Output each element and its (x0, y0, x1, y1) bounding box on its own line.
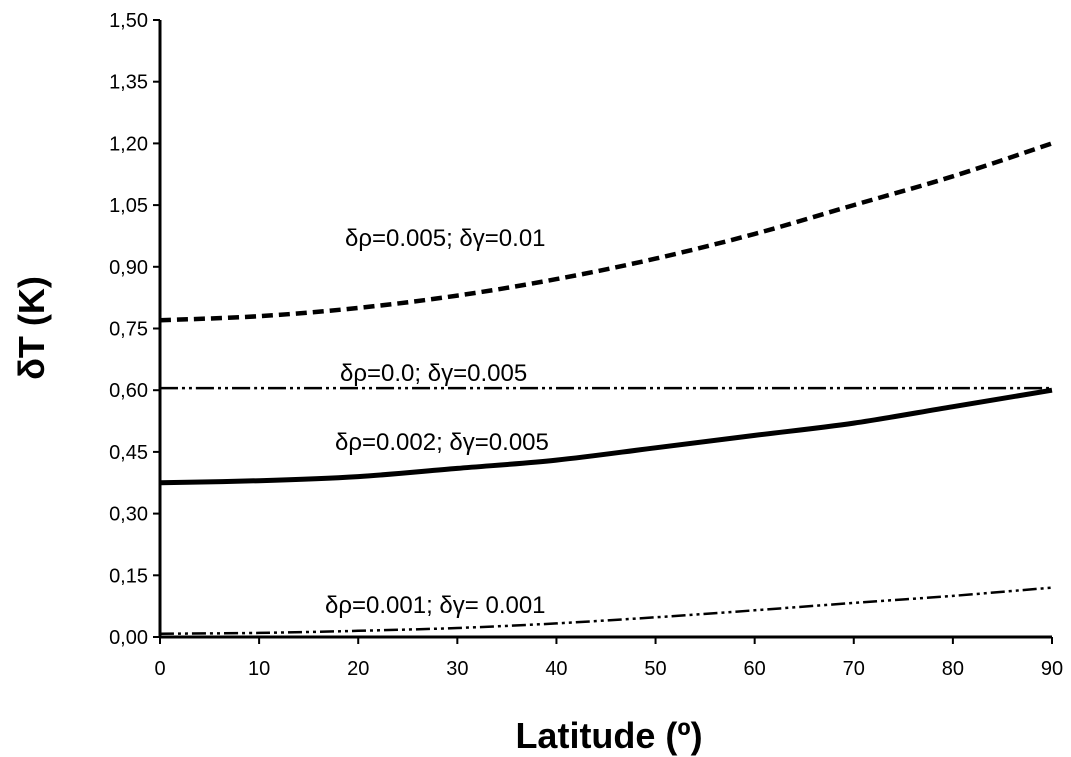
y-tick-label: 0,75 (109, 319, 148, 341)
series-layer (159, 141, 1053, 635)
x-axis-ticks: 0 10 20 30 40 50 60 70 80 90 (154, 637, 1063, 680)
y-axis-title: δT (K) (11, 276, 52, 380)
plot-area (158, 20, 1052, 639)
y-tick-label: 1,35 (109, 72, 148, 94)
series-label: δρ=0.002; δγ=0.005 (335, 429, 549, 456)
x-tick-label: 20 (347, 658, 369, 680)
series-labels: δρ=0.005; δγ=0.01 δρ=0.0; δγ=0.005 δρ=0.00… (325, 225, 549, 619)
series-label: δρ=0.0; δγ=0.005 (340, 360, 527, 387)
y-tick-label: 0,60 (109, 380, 148, 402)
y-tick-label: 0,45 (109, 442, 148, 464)
x-tick-label: 80 (942, 658, 964, 680)
x-tick-label: 40 (545, 658, 567, 680)
x-tick-label: 70 (843, 658, 865, 680)
x-tick-label: 30 (446, 658, 468, 680)
y-tick-label: 1,50 (109, 10, 148, 32)
series-label: δρ=0.001; δγ= 0.001 (325, 592, 546, 619)
series-line-dashed (159, 141, 1053, 323)
y-axis-ticks: 0,00 0,15 0,30 0,45 0,60 0,75 0,90 1,05 1,20 1,35… (109, 10, 160, 649)
y-tick-label: 0,15 (109, 565, 148, 587)
x-axis-title: Latitude (º) (515, 715, 702, 756)
series-label: δρ=0.005; δγ=0.01 (345, 225, 546, 252)
y-tick-label: 1,20 (109, 133, 148, 155)
x-tick-label: 10 (248, 658, 270, 680)
y-tick-label: 1,05 (109, 195, 148, 217)
y-tick-label: 0,30 (109, 504, 148, 526)
x-tick-label: 0 (154, 658, 165, 680)
x-tick-label: 50 (644, 658, 666, 680)
series-line-low (159, 586, 1053, 635)
x-tick-label: 90 (1041, 658, 1063, 680)
x-tick-label: 60 (744, 658, 766, 680)
y-tick-label: 0,00 (109, 627, 148, 649)
series-line-solid (159, 387, 1053, 486)
y-tick-label: 0,90 (109, 257, 148, 279)
